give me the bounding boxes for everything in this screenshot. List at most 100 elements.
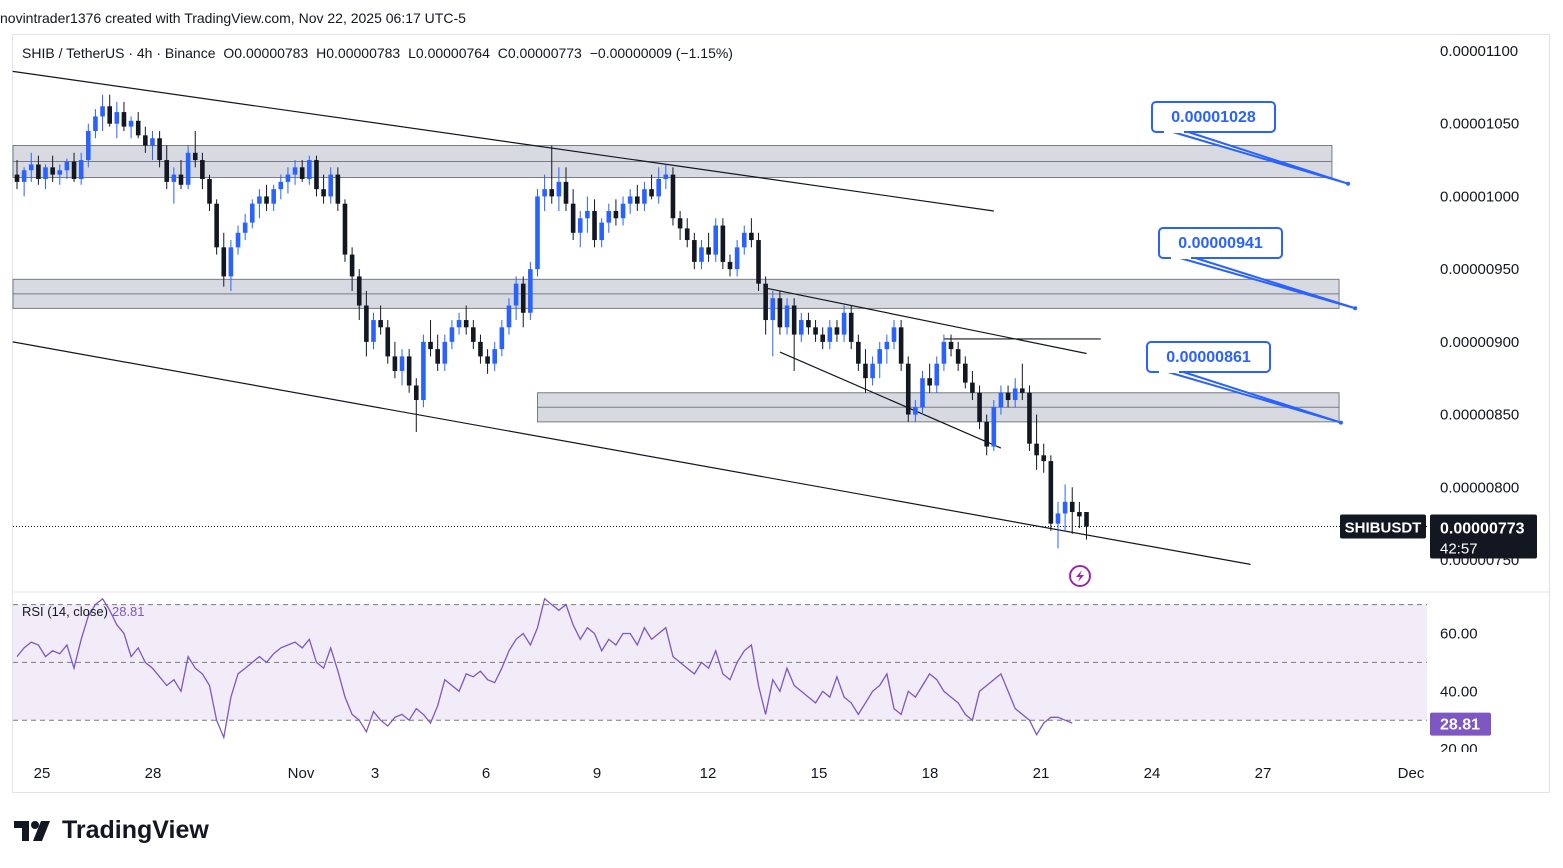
time-tick-label: 3 [371,765,379,782]
candle-body [913,407,918,415]
rsi-legend[interactable]: RSI (14, close) 28.81 [22,604,145,619]
candle-body [299,167,305,179]
candle-body [856,341,861,364]
time-tick-label: 24 [1144,765,1161,782]
candle-body [991,407,997,447]
candle [1012,378,1018,408]
time-tick-label: Dec [1398,765,1425,782]
candle [100,94,105,131]
candle [307,155,312,185]
candle-body [927,378,932,386]
candle [492,341,498,371]
candle-body [962,363,968,383]
callout-anchor-dot [1353,306,1358,311]
candle-body [364,305,369,342]
price-tick-label: 0.00000900 [1440,334,1519,351]
candle [57,164,63,185]
candle-body [71,161,77,179]
candle [214,199,219,255]
candle [242,213,248,241]
candle-body [741,232,747,248]
candle-body [471,327,476,342]
candle-body [86,130,91,161]
candle-body [349,254,355,277]
candle-body [898,327,904,364]
candle [991,400,997,451]
candle [799,312,804,342]
candle [642,181,647,211]
legend-high: H0.00000783 [316,45,401,61]
candle-body [221,247,227,277]
price-tick-label: 0.00000850 [1440,407,1519,424]
candle [856,334,861,371]
candle-body [941,341,947,364]
candle-body [499,327,505,350]
candle-body [328,174,334,197]
candle [934,356,940,393]
candle [706,232,711,262]
trendlines-layer [12,70,1427,565]
price-tick-label: 0.00000950 [1440,261,1519,278]
candle [399,349,405,386]
candle-body [1048,461,1054,524]
time-tick-label: 9 [593,765,601,782]
price-callout: 0.00000941 [1158,227,1358,311]
callout-label: 0.00000941 [1178,235,1263,252]
candle-body [385,327,391,357]
candle-body [406,356,412,386]
candle [984,414,989,456]
candle [78,152,84,185]
candle-body [1077,512,1082,517]
candle-body [278,181,284,190]
lower-channel-line [12,341,1251,565]
price-tick-label: 0.00001100 [1440,43,1518,60]
candle [292,160,298,185]
legend-symbol[interactable]: SHIB / TetherUS · 4h · Binance [22,45,216,61]
candle [734,240,740,277]
candle [1005,385,1011,408]
candle-body [192,152,198,161]
candle [349,247,355,291]
candle-body [150,138,155,146]
candle-body [570,203,576,233]
time-tick-label: 12 [700,765,717,782]
callout-box [1151,101,1276,133]
candle [848,305,854,350]
candle [577,210,583,248]
candle [406,349,412,393]
candle [870,356,875,386]
candle-body [955,349,961,364]
candle-body [848,312,854,342]
candle [720,218,726,270]
callout-joint [1164,129,1184,133]
tradingview-brand[interactable]: TradingView [14,816,209,845]
candle-body [356,276,362,306]
candle-body [157,138,162,161]
candle-body [214,203,219,248]
candle [813,320,818,342]
candle-body [506,305,512,328]
candle [863,349,868,393]
candle [207,174,212,211]
candle [920,370,925,415]
candle [599,218,604,248]
candle [684,218,690,248]
candles-layer [14,94,1089,549]
tags-layer: SHIBUSDT 0.00000773 42:57 28.81 [1340,514,1537,736]
candle-body [720,225,726,262]
candle [913,400,918,422]
candle [970,370,975,401]
candle [692,232,697,270]
candle [221,232,227,287]
candle [791,298,797,371]
rsi-legend-label: RSI (14, close) [22,604,108,619]
candle-body [713,225,719,255]
time-tick-label: 15 [811,765,828,782]
candle [1084,512,1089,540]
legend-close: C0.00000773 [497,45,582,61]
candle [656,167,661,204]
candle-body [841,312,847,335]
candle [485,349,490,374]
candle-body [599,222,604,241]
